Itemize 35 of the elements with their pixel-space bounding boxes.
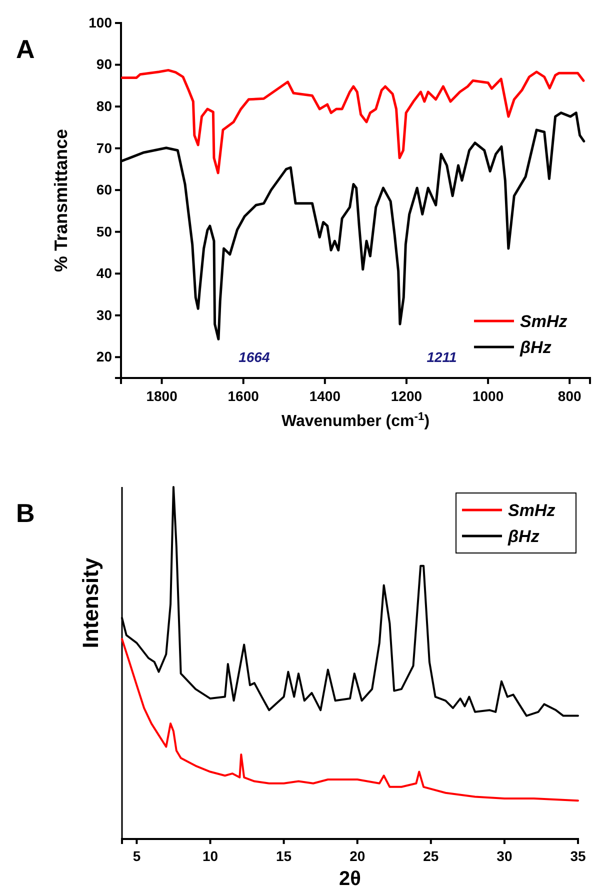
x-tick-label: 1600 bbox=[228, 388, 260, 404]
x-tick-label: 1200 bbox=[390, 388, 422, 404]
y-tick-label: 20 bbox=[96, 348, 112, 365]
x-tick-label: 35 bbox=[570, 848, 586, 864]
x-tick-label: 25 bbox=[423, 848, 439, 864]
legend-label: SmHz bbox=[520, 312, 568, 331]
y-tick-label: 60 bbox=[96, 182, 112, 198]
x-axis-title: Wavenumber (cm$^{-1}$) bbox=[281, 411, 430, 430]
x-tick-label: 1800 bbox=[146, 388, 178, 404]
y-axis-title: % Transmittance bbox=[51, 128, 71, 272]
y-tick-label: 30 bbox=[96, 306, 112, 323]
annotation: 1211 bbox=[426, 349, 458, 366]
x-tick-label: 800 bbox=[558, 388, 582, 404]
y-tick-label: 70 bbox=[96, 140, 112, 156]
annotation: 1664 bbox=[238, 349, 270, 366]
x-tick-label: 20 bbox=[350, 848, 366, 864]
legend-label: βHz bbox=[519, 338, 552, 357]
y-tick-label: 80 bbox=[96, 98, 112, 114]
y-tick-label: 100 bbox=[88, 14, 112, 30]
y-tick-label: 40 bbox=[96, 265, 112, 282]
y-tick-label: 90 bbox=[96, 56, 112, 72]
legend-label: SmHz bbox=[508, 501, 556, 520]
text: B bbox=[16, 498, 35, 528]
legend-label: βHz bbox=[507, 527, 540, 546]
y-axis-title: Intensity bbox=[78, 557, 103, 648]
x-axis-title: 2θ bbox=[339, 868, 361, 890]
x-tick-label: 15 bbox=[276, 848, 292, 864]
chart-title: A bbox=[16, 34, 35, 64]
x-tick-label: 30 bbox=[496, 848, 512, 864]
x-tick-label: 1000 bbox=[472, 388, 504, 404]
x-tick-label: 10 bbox=[202, 848, 218, 864]
y-tick-label: 50 bbox=[96, 223, 112, 240]
x-tick-label: 5 bbox=[132, 848, 141, 864]
line-series bbox=[120, 68, 585, 174]
x-tick-label: 1400 bbox=[309, 388, 341, 404]
